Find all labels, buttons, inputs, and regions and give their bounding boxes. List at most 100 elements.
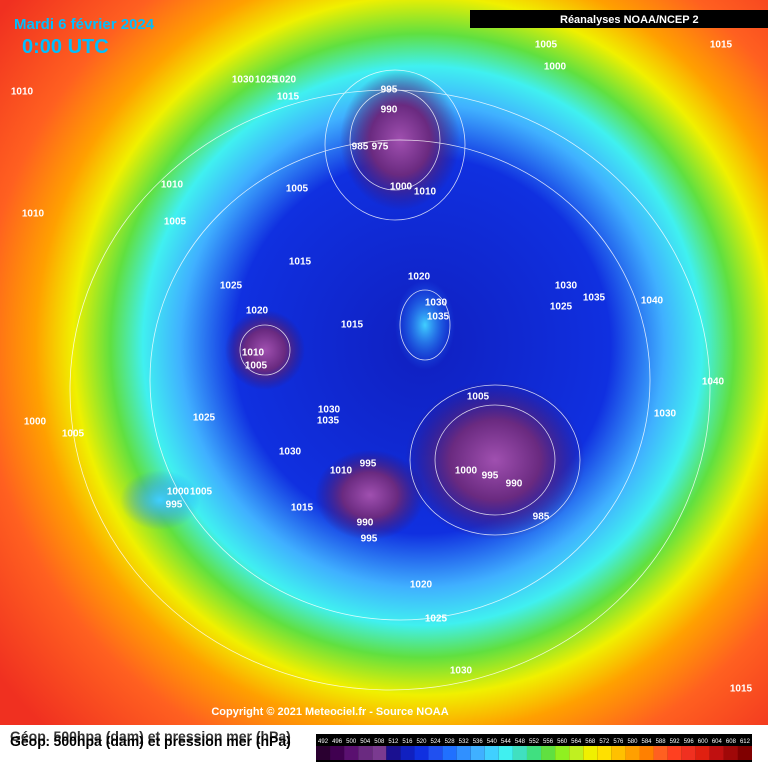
colorbar-cell bbox=[695, 746, 710, 760]
colorbar-label: 552 bbox=[529, 739, 540, 745]
colorbar-label: 516 bbox=[402, 739, 413, 745]
isobar-label: 1025 bbox=[255, 75, 278, 86]
colorbar-cell bbox=[470, 746, 485, 760]
source-bar bbox=[470, 10, 768, 28]
colorbar-cell bbox=[569, 746, 584, 760]
isobar-label: 1005 bbox=[467, 392, 490, 403]
colorbar-cell bbox=[625, 746, 640, 760]
colorbar-label: 536 bbox=[473, 739, 484, 745]
colorbar-cell bbox=[681, 746, 696, 760]
colorbar-label: 576 bbox=[613, 739, 624, 745]
colorbar-cell bbox=[611, 746, 626, 760]
isobar-label: 1015 bbox=[291, 503, 314, 514]
isobar-label: 1025 bbox=[425, 614, 448, 625]
isobar-label: 1035 bbox=[583, 293, 606, 304]
isobar-label: 1015 bbox=[289, 257, 312, 268]
isobar-label: 990 bbox=[381, 105, 398, 116]
isobar-label: 995 bbox=[381, 85, 398, 96]
isobar-label: 1000 bbox=[24, 417, 47, 428]
isobar-label: 1035 bbox=[427, 312, 450, 323]
isobar-label: 1030 bbox=[318, 405, 341, 416]
isobar-label: 1005 bbox=[286, 184, 309, 195]
colorbar-cell bbox=[526, 746, 542, 760]
source: Réanalyses NOAA/NCEP 2 bbox=[560, 14, 699, 26]
colorbar-cell bbox=[456, 746, 471, 760]
colorbar-cell bbox=[723, 746, 738, 760]
colorbar-cell bbox=[709, 746, 724, 760]
time: 0:00 UTC bbox=[22, 36, 109, 58]
colorbar-label: 580 bbox=[627, 739, 638, 745]
isobar-label: 1015 bbox=[730, 684, 753, 695]
colorbar-label: 588 bbox=[656, 739, 667, 745]
isobar-label: 995 bbox=[482, 471, 499, 482]
isobar-label: 1025 bbox=[193, 413, 216, 424]
isobar-label: 1015 bbox=[277, 92, 300, 103]
isobar-label: 1000 bbox=[544, 62, 567, 73]
colorbar-cell bbox=[442, 746, 457, 760]
colorbar-label: 592 bbox=[670, 739, 681, 745]
colorbar-cell bbox=[597, 746, 612, 760]
isobar-label: 990 bbox=[506, 479, 523, 490]
isobar-label: 1020 bbox=[408, 272, 431, 283]
low-area bbox=[225, 310, 305, 390]
colorbar-label: 600 bbox=[698, 739, 709, 745]
colorbar-label: 560 bbox=[557, 739, 568, 745]
colorbar-label: 608 bbox=[726, 739, 737, 745]
isobar-label: 1010 bbox=[11, 87, 34, 98]
colorbar-cell bbox=[400, 746, 415, 760]
isobar-label: 1010 bbox=[330, 466, 353, 477]
isobar-label: 985 bbox=[352, 142, 369, 153]
colorbar-label: 524 bbox=[431, 739, 442, 745]
colorbar-cell bbox=[498, 746, 513, 760]
isobar-label: 1030 bbox=[425, 298, 448, 309]
copyright: Copyright © 2021 Meteociel.fr - Source N… bbox=[211, 706, 448, 718]
colorbar-cell bbox=[358, 746, 373, 760]
colorbar-cell bbox=[428, 746, 443, 760]
legend-title: Géop. 500hpa (dam) et pression mer (hPa) bbox=[10, 733, 291, 749]
colorbar-label: 492 bbox=[318, 739, 329, 745]
colorbar-label: 540 bbox=[487, 739, 498, 745]
legend-title: Géop. 500hpa (dam) et pression mer (hPa) bbox=[10, 728, 291, 744]
isobar-label: 975 bbox=[372, 142, 389, 153]
isobar-label: 1010 bbox=[22, 209, 45, 220]
colorbar-label: 612 bbox=[740, 739, 751, 745]
isobar-label: 1015 bbox=[341, 320, 364, 331]
low-area bbox=[315, 450, 425, 540]
colorbar-label: 528 bbox=[445, 739, 456, 745]
date: Mardi 6 février 2024 bbox=[14, 16, 155, 33]
colorbar-label: 496 bbox=[332, 739, 343, 745]
isobar-label: 1010 bbox=[242, 348, 265, 359]
isobar-label: 1005 bbox=[535, 40, 558, 51]
high-area bbox=[120, 470, 200, 530]
colorbar-cell bbox=[414, 746, 429, 760]
isobar-label: 1015 bbox=[710, 40, 733, 51]
isobar-label: 1010 bbox=[161, 180, 184, 191]
colorbar-cell bbox=[667, 746, 682, 760]
colorbar-label: 504 bbox=[360, 739, 371, 745]
isobar-label: 1000 bbox=[455, 466, 478, 477]
isobar-label: 1030 bbox=[654, 409, 677, 420]
colorbar-label: 596 bbox=[684, 739, 695, 745]
isobar-label: 1030 bbox=[279, 447, 302, 458]
colorbar-cell bbox=[555, 746, 570, 760]
isobars bbox=[69, 69, 711, 691]
isobar-label: 1005 bbox=[245, 361, 268, 372]
isobar-label: 1040 bbox=[641, 296, 664, 307]
isobar-label: 985 bbox=[533, 512, 550, 523]
colorbar-label: 520 bbox=[416, 739, 427, 745]
isobar-label: 995 bbox=[166, 500, 183, 511]
isobar-label: 1020 bbox=[246, 306, 269, 317]
colorbar-cell bbox=[484, 746, 499, 760]
isobar-label: 1040 bbox=[702, 377, 725, 388]
isobar-label: 995 bbox=[361, 534, 378, 545]
colorbar-cell bbox=[330, 746, 345, 760]
colorbar-label: 584 bbox=[642, 739, 653, 745]
colorbar-label: 568 bbox=[585, 739, 596, 745]
colorbar-label: 532 bbox=[459, 739, 470, 745]
colorbar-cell bbox=[372, 746, 387, 760]
isobar-label: 1030 bbox=[232, 75, 255, 86]
isobar-label: 1030 bbox=[450, 666, 473, 677]
colorbar-label: 548 bbox=[515, 739, 526, 745]
colorbar-label: 500 bbox=[346, 739, 357, 745]
